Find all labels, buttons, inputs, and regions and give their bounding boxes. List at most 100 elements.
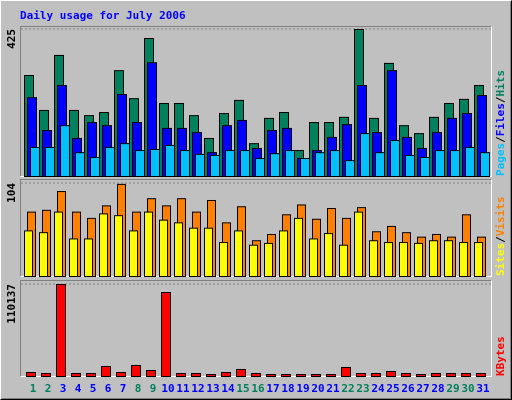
x-tick-label: 11 [176,382,190,395]
x-tick-label: 22 [341,382,354,395]
bar [474,242,483,277]
bar [264,242,273,278]
bar [176,372,186,377]
x-tick-label: 24 [371,382,385,395]
bar [444,240,453,278]
bar [459,242,468,277]
bar [191,372,201,377]
bar [345,160,355,178]
x-tick-label: 31 [476,382,490,395]
bar [390,140,400,177]
bar [324,233,333,277]
bar [165,144,175,178]
bar [315,152,325,178]
bar [146,369,156,378]
legend-entry: Sites [494,243,507,276]
bar [75,152,85,178]
bar [375,152,385,178]
x-tick-label: 7 [120,382,127,395]
bar [281,373,291,378]
x-tick-label: 28 [431,382,444,395]
x-tick-label: 14 [221,382,235,395]
bar [101,365,111,378]
x-tick-label: 29 [446,382,459,395]
x-tick-label: 26 [401,382,415,395]
bar [204,227,213,277]
legend-separator: / [494,236,507,243]
bar [41,372,51,377]
bar [240,150,250,177]
bar [414,242,423,278]
bar [369,240,378,278]
bar [234,230,243,277]
bar [450,150,460,177]
x-tick-label: 10 [161,382,174,395]
bar [480,152,490,178]
x-tick-label: 16 [251,382,265,395]
legend-entry: KBytes [494,336,507,376]
x-tick-label: 5 [90,382,97,395]
legend-separator: / [494,96,507,103]
bar [266,373,276,378]
y-tick-label: 110137 [5,284,18,324]
bar [386,370,396,378]
bar [189,227,198,277]
bar [54,211,63,277]
bar [180,150,190,177]
bar [429,240,438,278]
bar [465,146,475,177]
bar [174,222,183,278]
bar [90,156,100,177]
x-tick-label: 6 [105,382,112,395]
panel [20,280,492,377]
bar [420,156,430,177]
x-tick-label: 21 [326,382,340,395]
bar [206,373,216,378]
bar [249,244,258,277]
panel-shadow [20,280,492,377]
legend-entry: Pages [494,143,507,176]
bar [159,219,168,278]
bar [120,143,130,177]
x-tick-label: 13 [206,382,219,395]
bar [435,150,445,177]
x-tick-label: 4 [75,382,82,395]
bar [294,217,303,277]
x-tick-label: 2 [45,382,52,395]
bar [105,146,115,177]
bar [131,364,141,377]
bar [399,242,408,277]
bar [116,371,126,377]
bar [309,238,318,277]
bar [279,230,288,277]
bar [221,371,231,377]
legend-entry: Hits [494,70,507,97]
x-tick-label: 23 [356,382,369,395]
bar [150,149,160,178]
bar [446,372,456,377]
y-tick-label: 425 [5,29,18,49]
bar [219,242,228,277]
bar [461,372,471,377]
legend-entry: Files [494,103,507,136]
x-tick-label: 9 [150,382,157,395]
bar [210,154,220,177]
x-tick-label: 1 [30,382,37,395]
bar [45,146,55,177]
bar [285,150,295,177]
bar [300,158,310,177]
bar [255,158,265,177]
bar [71,372,81,377]
legend-separator: / [494,136,507,143]
bar [26,371,36,377]
panel-shadow [20,26,492,177]
bar [144,211,153,277]
bar [270,153,280,178]
bar [56,284,66,377]
x-tick-label: 17 [266,382,279,395]
bar [114,215,123,277]
x-tick-label: 20 [311,382,324,395]
x-tick-label: 15 [236,382,249,395]
